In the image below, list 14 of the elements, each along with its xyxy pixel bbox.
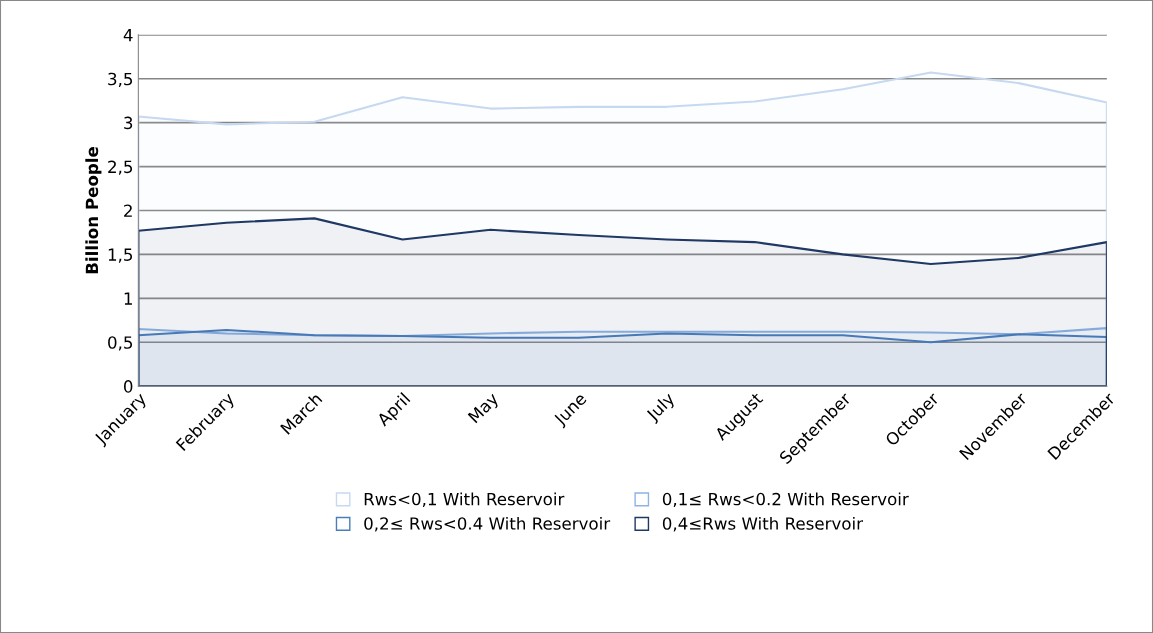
legend-label: 0,2≤ Rws<0.4 With Reservoir	[364, 516, 611, 532]
y-tick-label: 2	[124, 204, 132, 217]
legend-label: 0,1≤ Rws<0.2 With Reservoir	[662, 492, 909, 508]
y-tick-label: 0,5	[108, 336, 133, 351]
y-tick-label: 2,5	[108, 160, 133, 175]
legend-label: 0,4≤Rws With Reservoir	[662, 516, 863, 532]
y-axis-title: Billion People	[85, 146, 102, 274]
y-tick-label: 3,5	[108, 72, 133, 87]
y-tick-label: 1,5	[108, 248, 133, 263]
y-tick-label: 1	[124, 292, 132, 305]
y-tick-label: 4	[123, 29, 133, 42]
legend-label: Rws<0,1 With Reservoir	[364, 492, 565, 508]
y-tick-label: 0	[123, 380, 133, 393]
y-tick-label: 3	[124, 116, 133, 130]
